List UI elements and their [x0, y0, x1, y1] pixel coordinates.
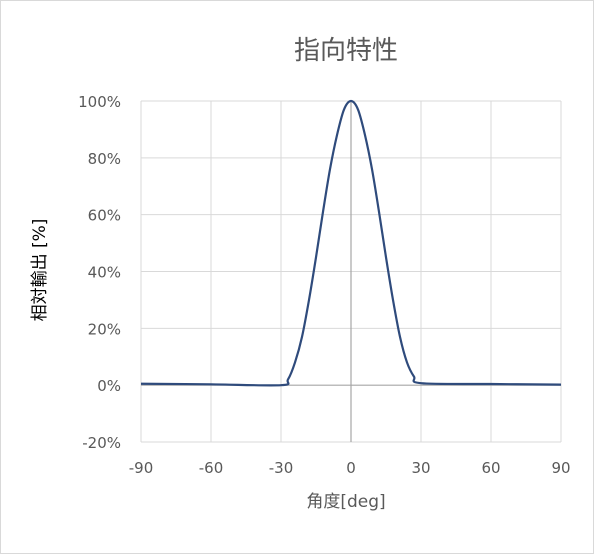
x-tick-label: -30 — [269, 459, 294, 477]
y-axis-label: 相対輸出 [%] — [30, 219, 50, 322]
x-tick-label: 60 — [481, 459, 500, 477]
y-tick-label: 80% — [88, 150, 121, 168]
y-tick-label: 0% — [97, 377, 121, 395]
y-tick-label: 60% — [88, 207, 121, 225]
x-tick-label: 0 — [346, 459, 356, 477]
y-tick-label: -20% — [82, 434, 121, 452]
y-tick-label: 100% — [78, 93, 121, 111]
x-tick-label: -60 — [199, 459, 224, 477]
series-line — [140, 99, 562, 387]
y-tick-label: 20% — [88, 320, 121, 338]
x-tick-label: 90 — [551, 459, 570, 477]
chart-title: 指向特性 — [294, 36, 398, 66]
x-tick-label: 30 — [411, 459, 430, 477]
y-tick-labels: -20% 0% 20% 40% 60% 80% 100% — [78, 93, 121, 452]
y-tick-label: 40% — [88, 264, 121, 282]
x-tick-label: -90 — [129, 459, 154, 477]
x-axis-label: 角度[deg] — [306, 492, 385, 512]
series-layer — [140, 99, 562, 387]
x-tick-labels: -90 -60 -30 0 30 60 90 — [129, 459, 571, 477]
